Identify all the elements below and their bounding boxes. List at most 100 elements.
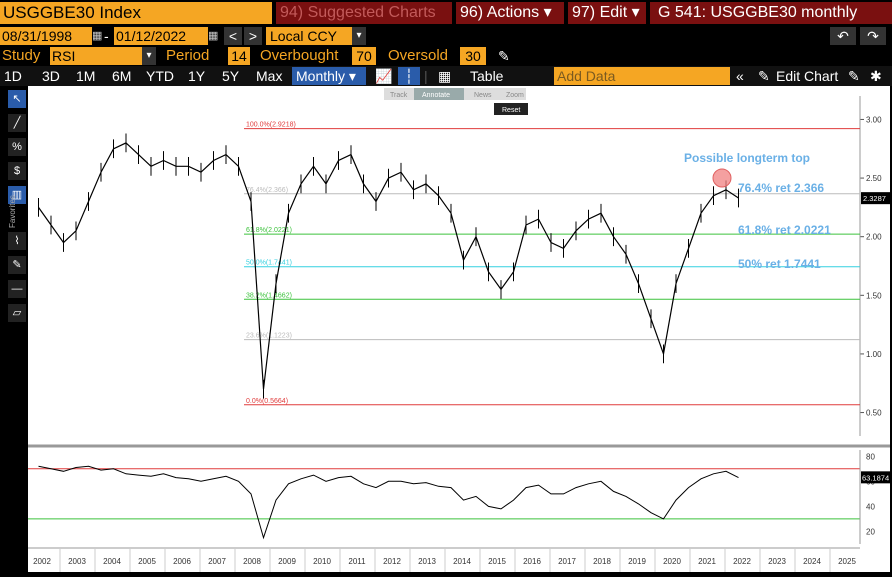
actions-menu[interactable]: 96) Actions ▾: [456, 2, 564, 24]
x-tick-label: 2011: [348, 557, 366, 566]
chart-svg[interactable]: Track Annotate News Zoom Reset 3.00 2.50 2…: [24, 86, 890, 572]
annotation-top: Possible longterm top: [684, 151, 810, 165]
range-6m-button[interactable]: 6M: [112, 68, 132, 84]
news-button[interactable]: News: [474, 92, 492, 99]
table-button[interactable]: Table: [470, 68, 504, 84]
annotation-61: 61.8% ret 2.0221: [738, 223, 831, 237]
range-3d-button[interactable]: 3D: [42, 68, 60, 84]
favorites-label[interactable]: Favorites: [8, 195, 26, 228]
start-date-input[interactable]: 08/31/1998: [0, 27, 92, 45]
calendar-icon[interactable]: ▦: [92, 30, 103, 42]
x-tick-label: 2014: [453, 557, 471, 566]
study-bar: Study RSI ▾ Period 14 Overbought 70 Over…: [0, 46, 892, 66]
last-price-tag: [861, 192, 890, 205]
x-tick-label: 2008: [243, 557, 261, 566]
x-tick-label: 2012: [383, 557, 401, 566]
last-price-label: 2.3287: [863, 194, 886, 203]
period-input[interactable]: 14: [228, 47, 250, 65]
bar-chart-icon[interactable]: ┆: [398, 67, 420, 85]
reset-button[interactable]: Reset: [502, 107, 520, 114]
range-ytd-button[interactable]: YTD: [146, 68, 174, 84]
mini-toolbar[interactable]: Track Annotate News Zoom Reset: [384, 88, 528, 115]
next-arrow-icon[interactable]: >: [244, 27, 262, 45]
x-tick-label: 2004: [103, 557, 121, 566]
fib-label: 23.6%(1.1223): [246, 333, 292, 340]
range-1m-button[interactable]: 1M: [76, 68, 96, 84]
frequency-select[interactable]: Monthly ▾: [292, 67, 366, 85]
calendar-icon[interactable]: ▦: [208, 30, 219, 42]
x-tick-label: 2016: [523, 557, 541, 566]
settings-icon[interactable]: ✱: [870, 68, 882, 84]
annotate-button[interactable]: Annotate: [422, 92, 450, 99]
currency-select[interactable]: Local CCY: [266, 27, 352, 45]
track-button[interactable]: Track: [390, 92, 408, 99]
x-tick-label: 2025: [838, 557, 856, 566]
pencil-icon[interactable]: ✎: [498, 48, 510, 64]
chevron-down-icon[interactable]: ▾: [142, 47, 156, 65]
dollar-icon[interactable]: $: [8, 162, 26, 180]
last-rsi-label: 63.1874: [862, 473, 889, 482]
range-max-button[interactable]: Max: [256, 68, 283, 84]
x-tick-label: 2021: [698, 557, 716, 566]
channel-icon[interactable]: ▱: [8, 304, 26, 322]
last-rsi-tag: [861, 471, 890, 484]
ticker-field[interactable]: USGGBE30 Index: [0, 2, 272, 24]
x-tick-label: 2009: [278, 557, 296, 566]
y-tick-label: 2.50: [866, 174, 882, 183]
edit-icon[interactable]: ✎: [848, 68, 860, 84]
x-tick-label: 2013: [418, 557, 436, 566]
x-tick-label: 2007: [208, 557, 226, 566]
horizontal-line-icon[interactable]: —: [8, 280, 26, 298]
chevron-down-icon[interactable]: ▾: [352, 27, 366, 45]
chart-area[interactable]: Track Annotate News Zoom Reset 3.00 2.50 2…: [24, 86, 890, 572]
fibonacci-icon[interactable]: ▥: [8, 186, 26, 204]
date-separator: -: [104, 28, 109, 44]
overbought-input[interactable]: 70: [352, 47, 376, 65]
add-data-input[interactable]: Add Data: [554, 67, 730, 85]
range-1y-button[interactable]: 1Y: [188, 68, 206, 84]
redo-icon[interactable]: ↷: [860, 27, 886, 45]
collapse-icon[interactable]: «: [736, 68, 744, 84]
date-bar: 08/31/1998 ▦ - 01/12/2022 ▦ < > Local CC…: [0, 26, 892, 46]
x-tick-label: 2005: [138, 557, 156, 566]
range-1d-button[interactable]: 1D: [4, 68, 22, 84]
edit-menu[interactable]: 97) Edit ▾: [568, 2, 646, 24]
rsi-tick-label: 40: [866, 502, 875, 511]
x-tick-label: 2015: [488, 557, 506, 566]
x-tick-label: 2003: [68, 557, 86, 566]
x-tick-label: 2024: [803, 557, 821, 566]
brush-icon[interactable]: ⌇: [8, 232, 26, 250]
zoom-button[interactable]: Zoom: [506, 92, 524, 99]
x-tick-label: 2018: [593, 557, 611, 566]
pencil-icon[interactable]: ✎: [758, 68, 770, 84]
x-tick-label: 2017: [558, 557, 576, 566]
end-date-input[interactable]: 01/12/2022: [114, 27, 208, 45]
suggested-charts-button[interactable]: 94) Suggested Charts: [276, 2, 452, 24]
pointer-icon[interactable]: ↖: [8, 90, 26, 108]
percent-icon[interactable]: %: [8, 138, 26, 156]
fib-label: 38.2%(1.4662): [246, 292, 292, 299]
draw-line-icon[interactable]: ╱: [8, 114, 26, 132]
table-icon[interactable]: ▦: [438, 68, 452, 84]
header-bar: USGGBE30 Index 94) Suggested Charts 96) …: [0, 0, 892, 26]
x-tick-label: 2002: [33, 557, 51, 566]
prev-arrow-icon[interactable]: <: [224, 27, 242, 45]
x-tick-label: 2020: [663, 557, 681, 566]
fib-label: 100.0%(2.9218): [246, 122, 296, 129]
fib-label: 61.8%(2.0221): [246, 227, 292, 234]
line-chart-icon[interactable]: 📈: [375, 68, 393, 84]
x-tick-label: 2023: [768, 557, 786, 566]
y-tick-label: 0.50: [866, 409, 882, 418]
pen-icon[interactable]: ✎: [8, 256, 26, 274]
y-tick-label: 2.00: [866, 233, 882, 242]
rsi-tick-label: 80: [866, 452, 875, 461]
x-tick-label: 2006: [173, 557, 191, 566]
rsi-line: [38, 465, 739, 540]
x-tick-label: 2022: [733, 557, 751, 566]
annotation-76: 76.4% ret 2.366: [738, 181, 824, 195]
edit-chart-button[interactable]: Edit Chart: [776, 68, 839, 84]
range-5y-button[interactable]: 5Y: [222, 68, 240, 84]
undo-icon[interactable]: ↶: [830, 27, 856, 45]
oversold-input[interactable]: 30: [460, 47, 486, 65]
study-select[interactable]: RSI: [50, 47, 142, 65]
